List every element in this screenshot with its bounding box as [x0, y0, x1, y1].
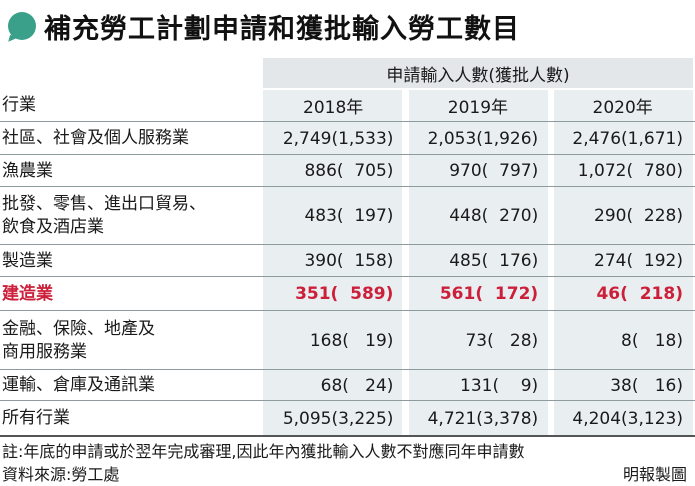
row-label: 運輸、倉庫及通訊業	[0, 374, 261, 397]
row-label: 金融、保險、地產及 商用服務業	[0, 318, 261, 364]
table-cell: 274( 192)	[594, 251, 683, 271]
table-cell: 1,072( 780)	[577, 161, 683, 181]
table-cell: 2,053(1,926)	[427, 128, 539, 149]
table-row: 金融、保險、地產及 商用服務業 168( 19) 73( 28) 8( 18)	[0, 312, 695, 370]
row-label: 建造業	[0, 283, 261, 306]
source-note: 資料來源:勞工處	[2, 465, 120, 484]
table-header-row: 行業 2018年 2019年 2020年	[0, 90, 695, 122]
page-title: 補充勞工計劃申請和獲批輸入勞工數目	[44, 13, 520, 45]
row-label-line: 批發、零售、進出口貿易、	[2, 193, 206, 214]
row-label-line: 社區、社會及個人服務業	[2, 128, 189, 148]
credit-label: 明報製圖	[622, 465, 687, 484]
row-label-line: 建造業	[2, 283, 53, 304]
table-cell: 38( 16)	[610, 375, 683, 396]
table-cell: 4,204(3,123)	[572, 408, 683, 429]
table-cell: 970( 797)	[449, 161, 539, 181]
table-row: 所有行業 5,095(3,225) 4,721(3,378) 4,204(3,123)	[0, 402, 695, 435]
column-band-2018	[263, 90, 402, 435]
table-cell: 561( 172)	[439, 284, 539, 304]
table-row: 社區、社會及個人服務業 2,749(1,533) 2,053(1,926) 2,476…	[0, 123, 695, 155]
table-row: 製造業 390( 158) 485( 176) 274( 192)	[0, 246, 695, 277]
table-row: 批發、零售、進出口貿易、 飲食及酒店業 483( 197) 448( 270) 290(…	[0, 187, 695, 245]
table-cell: 351( 589)	[295, 284, 394, 304]
table-cell: 290( 228)	[594, 205, 683, 226]
table-cell: 73( 28)	[465, 330, 539, 351]
table-cell: 131( 9)	[460, 375, 539, 396]
row-label: 製造業	[0, 250, 261, 273]
column-header-2019: 2019年	[447, 98, 509, 118]
row-label-line: 飲食及酒店業	[2, 216, 104, 237]
row-label-line: 運輸、倉庫及通訊業	[2, 375, 155, 395]
table-cell: 5,095(3,225)	[282, 408, 394, 429]
column-band-2020	[554, 90, 693, 435]
table-cell: 485( 176)	[449, 251, 539, 271]
column-band-2019	[409, 90, 548, 435]
table-cell: 886( 705)	[304, 161, 394, 181]
table-row: 建造業 351( 589) 561( 172) 46( 218)	[0, 278, 695, 311]
row-label-line: 金融、保險、地產及	[2, 318, 155, 339]
header-group-label: 申請輸入人數(獲批人數)	[386, 65, 570, 86]
table-cell: 46( 218)	[596, 284, 683, 304]
table-cell: 2,749(1,533)	[282, 128, 394, 149]
table-cell: 483( 197)	[304, 205, 394, 226]
column-header-2020: 2020年	[592, 98, 653, 118]
row-label-line: 所有行業	[2, 408, 70, 428]
table-bottom-rule	[0, 435, 695, 437]
table-cell: 2,476(1,671)	[572, 128, 683, 149]
row-label: 漁農業	[0, 160, 261, 183]
table-cell: 68( 24)	[320, 375, 394, 396]
table-cell: 4,721(3,378)	[427, 408, 539, 429]
row-label-line: 製造業	[2, 250, 53, 271]
table-cell: 168( 19)	[309, 330, 394, 351]
row-label: 社區、社會及個人服務業	[0, 127, 261, 150]
row-label: 批發、零售、進出口貿易、 飲食及酒店業	[0, 193, 261, 239]
row-label-line: 商用服務業	[2, 341, 87, 362]
speech-bubble-icon	[8, 12, 36, 40]
footnote: 註:年底的申請或於翌年完成審理,因此年內獲批輸入人數不對應同年申請數	[2, 442, 525, 461]
table-row: 漁農業 886( 705) 970( 797) 1,072( 780)	[0, 156, 695, 187]
table-cell: 448( 270)	[449, 205, 539, 226]
column-header-2018: 2018年	[303, 98, 364, 118]
title-bar: 補充勞工計劃申請和獲批輸入勞工數目	[8, 6, 688, 46]
row-label-line: 漁農業	[2, 160, 53, 181]
header-group-band	[263, 58, 693, 88]
column-header-industry: 行業	[2, 95, 36, 115]
table-cell: 390( 158)	[304, 251, 394, 271]
row-label: 所有行業	[0, 407, 261, 430]
table-row: 運輸、倉庫及通訊業 68( 24) 131( 9) 38( 16)	[0, 371, 695, 401]
table-cell: 8( 18)	[621, 330, 683, 351]
